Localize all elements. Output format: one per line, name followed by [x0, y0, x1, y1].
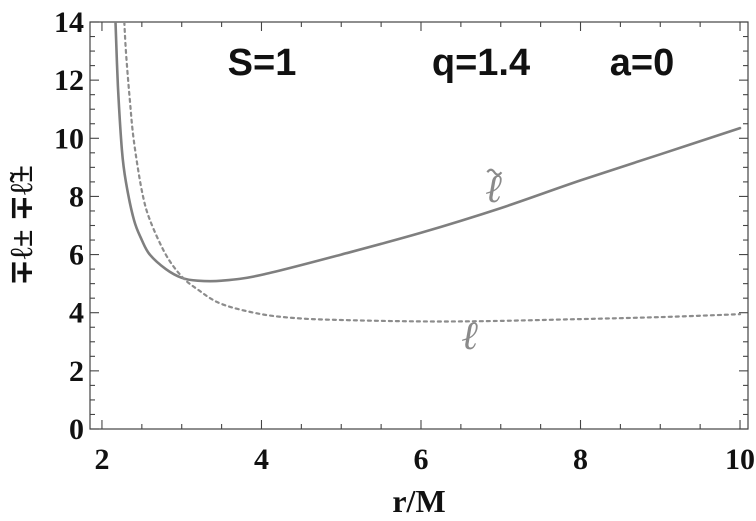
- x-axis-title: r/M: [392, 483, 445, 519]
- curve-label-ell-tilde: ℓ: [486, 166, 503, 211]
- x-tick-label: 10: [725, 443, 755, 476]
- y-tick-label: 0: [69, 413, 84, 446]
- y-tick-label: 2: [69, 355, 84, 388]
- param-annotation: q=1.4: [432, 42, 530, 84]
- x-tick-label: 6: [413, 443, 428, 476]
- y-tick-label: 8: [69, 180, 84, 213]
- x-tick-label: 4: [254, 443, 269, 476]
- series-ell-tilde-solid-line: [114, 22, 742, 283]
- curve-label-ell: ℓ: [462, 313, 479, 358]
- x-tick-label: 2: [94, 443, 109, 476]
- y-tick-label: 12: [54, 64, 84, 97]
- y-tick-label: 14: [54, 6, 84, 39]
- y-tick-label: 10: [54, 122, 84, 155]
- x-tick-label: 8: [573, 443, 588, 476]
- series-ell-dotted-line: [123, 22, 742, 323]
- y-tick-label: 4: [69, 297, 84, 330]
- param-annotation: a=0: [610, 42, 674, 84]
- y-tick-label: 6: [69, 239, 84, 272]
- tilde-mark: [486, 168, 503, 176]
- y-axis-title: ∓ℓ± ∓ℓ̃±: [3, 165, 39, 286]
- param-annotation: S=1: [228, 42, 297, 84]
